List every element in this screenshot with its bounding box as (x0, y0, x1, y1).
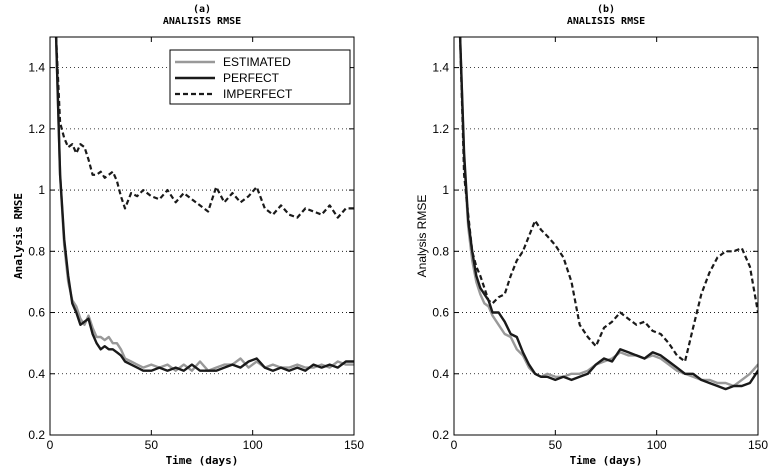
panel-a-ytick-label: 1.2 (28, 122, 45, 136)
panel-b-frame (453, 36, 759, 436)
panel-a-ytick-label: 0.4 (28, 367, 45, 381)
panel-b-ytick-label: 0.4 (432, 367, 449, 381)
panel-a-ticks: 0.2 0.4 0.6 0.8 1 1.2 1.4 0 50 100 150 (28, 37, 364, 452)
panel-b-xtick-label: 50 (549, 438, 563, 452)
panel-a-xtick-label: 100 (243, 438, 263, 452)
panel-a-ytick-label: 0.2 (28, 428, 45, 442)
panel-b-ytick-label: 0.6 (432, 306, 449, 320)
panel-b-ytick-label: 1.2 (432, 122, 449, 136)
panel-b-ylabel: Analysis RMSE (415, 195, 429, 278)
panel-a-grid (50, 67, 354, 375)
panel-a-series (54, 37, 354, 372)
panel-b-xtick-label: 150 (748, 438, 768, 452)
panel-b-ticks: 0.2 0.4 0.6 0.8 1 1.2 1.4 0 50 100 150 (432, 37, 768, 452)
panel-b-ytick-label: 1.4 (432, 61, 449, 75)
panel-a-ylabel: Analysis RMSE (12, 193, 25, 279)
panel-b-series-estimated (458, 37, 758, 388)
panel-b: (b) ANALISIS RMSE 0.2 0.4 0.6 0.8 1 1.2 1.4 0 50… (415, 4, 768, 466)
legend-label-estimated: ESTIMATED (223, 55, 291, 69)
panel-b-ytick-label: 1 (442, 183, 449, 197)
panel-a: (a) ANALISIS RMSE 0.2 0.4 0.6 0.8 1 1.2 1.4 0 50… (12, 4, 364, 466)
panel-b-xlabel: Time (days) (570, 454, 643, 466)
panel-a-ytick-label: 0.8 (28, 244, 45, 258)
panel-a-xtick-label: 150 (344, 438, 364, 452)
legend-label-perfect: PERFECT (223, 71, 280, 85)
panel-a-ytick-label: 1.4 (28, 61, 45, 75)
panel-a-xtick-label: 0 (47, 438, 54, 452)
panel-a-xtick-label: 50 (145, 438, 159, 452)
panel-b-ytick-label: 0.8 (432, 244, 449, 258)
legend: ESTIMATED PERFECT IMPERFECT (169, 49, 351, 105)
panel-a-ytick-label: 0.6 (28, 306, 45, 320)
panel-a-series-imperfect (55, 37, 354, 219)
panel-b-grid (454, 67, 758, 375)
panel-b-ytick-label: 0.2 (432, 428, 449, 442)
panel-b-label: (b) (597, 4, 615, 15)
panel-a-series-perfect (54, 37, 354, 372)
panel-b-xtick-label: 100 (647, 438, 667, 452)
panel-a-ytick-label: 1 (38, 183, 45, 197)
panel-b-xtick-label: 0 (451, 438, 458, 452)
legend-label-imperfect: IMPERFECT (223, 87, 293, 101)
panel-b-series-imperfect (459, 37, 758, 363)
panel-a-frame (49, 36, 355, 436)
panel-b-series (458, 37, 758, 391)
panel-a-label: (a) (193, 4, 211, 15)
panel-b-title: ANALISIS RMSE (567, 16, 645, 27)
panel-a-title: ANALISIS RMSE (163, 16, 241, 27)
panel-b-series-perfect (458, 37, 758, 391)
panel-a-xlabel: Time (days) (166, 454, 239, 466)
